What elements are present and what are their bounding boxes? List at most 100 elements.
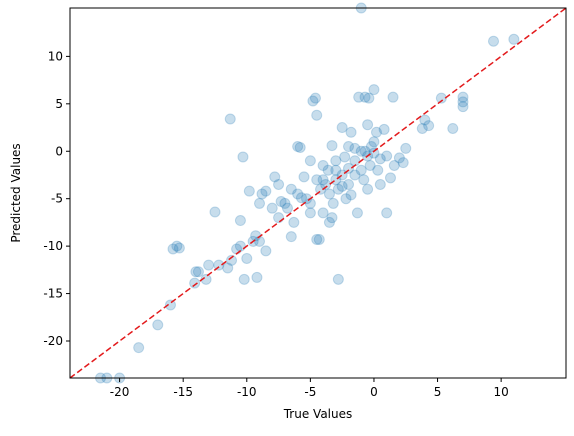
point	[419, 114, 431, 126]
point	[269, 171, 281, 183]
point	[285, 231, 297, 243]
point	[326, 212, 338, 224]
point	[358, 174, 370, 186]
point	[457, 96, 469, 108]
point	[374, 178, 386, 190]
y-tick-label: -20	[43, 334, 63, 348]
point	[345, 126, 357, 138]
point	[192, 266, 204, 278]
point	[317, 174, 329, 186]
point	[423, 120, 435, 132]
point	[374, 153, 386, 165]
point	[326, 140, 338, 152]
point	[237, 151, 249, 163]
point	[368, 136, 380, 148]
point	[209, 206, 221, 218]
y-tick-label: 5	[55, 97, 63, 111]
point	[238, 273, 250, 285]
point	[387, 91, 399, 103]
point	[323, 216, 335, 228]
point	[393, 152, 405, 164]
point	[171, 240, 183, 252]
point	[508, 33, 520, 45]
point	[285, 183, 297, 195]
point	[336, 122, 348, 134]
point	[416, 122, 428, 134]
point	[315, 183, 327, 195]
x-tick-label: -5	[304, 385, 316, 399]
point	[363, 92, 375, 104]
point	[457, 91, 469, 103]
point	[378, 123, 390, 135]
y-tick-label: 10	[48, 49, 63, 63]
point	[349, 169, 361, 181]
point	[351, 207, 363, 219]
y-axis-label: Predicted Values	[9, 143, 23, 242]
point	[317, 207, 329, 219]
point	[243, 185, 255, 197]
x-tick-label: -15	[173, 385, 193, 399]
point	[304, 207, 316, 219]
point	[311, 109, 323, 121]
point	[288, 216, 300, 228]
point	[362, 183, 374, 195]
point	[279, 197, 291, 209]
point	[292, 141, 304, 153]
point	[133, 342, 145, 354]
point	[222, 262, 234, 274]
point	[189, 277, 201, 289]
point	[332, 183, 344, 195]
point	[307, 95, 319, 107]
point	[400, 142, 412, 154]
point	[447, 122, 459, 134]
point	[304, 155, 316, 167]
point	[311, 233, 323, 245]
point	[343, 162, 355, 174]
point	[275, 196, 287, 208]
point	[234, 240, 246, 252]
point	[371, 126, 383, 138]
point	[381, 207, 393, 219]
point	[365, 141, 377, 153]
point	[241, 252, 253, 264]
point	[372, 164, 384, 176]
point	[234, 215, 246, 227]
point	[226, 254, 238, 266]
point	[323, 188, 335, 200]
y-tick-label: -10	[43, 239, 63, 253]
point	[260, 245, 272, 257]
point	[330, 155, 342, 167]
point	[304, 197, 316, 209]
point	[281, 202, 293, 214]
point	[397, 157, 409, 169]
point	[173, 242, 185, 254]
x-tick-label: 0	[370, 385, 378, 399]
point	[332, 273, 344, 285]
point	[388, 159, 400, 171]
point	[251, 271, 263, 283]
x-tick-label: -20	[110, 385, 130, 399]
point	[273, 178, 285, 190]
x-tick-label: 5	[434, 385, 442, 399]
point	[364, 159, 376, 171]
point	[359, 145, 371, 157]
point	[224, 113, 236, 125]
point	[339, 151, 351, 163]
point	[336, 180, 348, 192]
point	[362, 119, 374, 131]
x-tick-label: 10	[493, 385, 508, 399]
point	[256, 188, 268, 200]
point	[203, 259, 215, 271]
point	[349, 142, 361, 154]
point	[292, 188, 304, 200]
point	[340, 193, 352, 205]
point	[343, 178, 355, 190]
point	[317, 159, 329, 171]
point	[298, 171, 310, 183]
point	[253, 235, 265, 247]
point	[313, 233, 325, 245]
point	[343, 141, 355, 153]
point	[327, 197, 339, 209]
point	[355, 164, 367, 176]
